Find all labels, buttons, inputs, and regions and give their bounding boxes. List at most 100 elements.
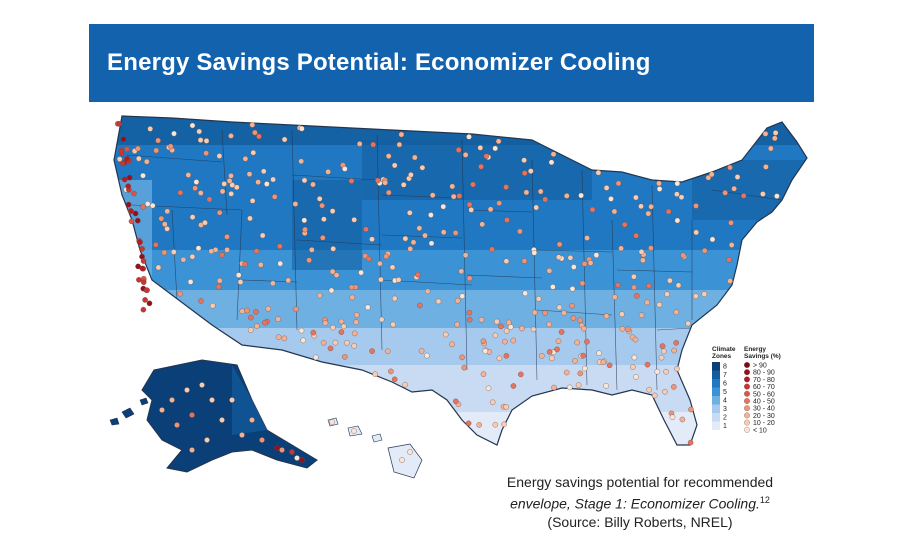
station-dot [139, 265, 146, 272]
station-dot [229, 397, 235, 403]
station-dot [618, 245, 624, 252]
station-dot [671, 347, 677, 354]
station-dot [410, 239, 417, 246]
station-dot [731, 185, 737, 192]
station-dot [693, 229, 699, 236]
station-dot [646, 283, 652, 289]
station-dot [501, 421, 507, 428]
station-dot [256, 133, 262, 140]
station-dot [155, 264, 162, 271]
station-dot [298, 327, 305, 334]
station-dot [762, 131, 769, 137]
station-dot [416, 225, 423, 231]
station-dot [365, 304, 371, 311]
station-dot [136, 155, 142, 162]
station-dot [478, 316, 485, 323]
station-dot [116, 156, 123, 162]
station-dot [763, 164, 769, 170]
station-dot [455, 147, 462, 153]
station-dot [561, 310, 567, 316]
savings-class-swatch [744, 398, 750, 404]
station-dot [570, 315, 577, 321]
station-dot [459, 293, 466, 299]
station-dot [239, 308, 246, 315]
station-dot [603, 313, 610, 319]
station-dot [389, 264, 396, 271]
climate-zone-swatch [712, 379, 720, 388]
station-dot [478, 163, 484, 170]
station-dot [329, 268, 336, 275]
station-dot [342, 354, 348, 360]
station-dot [306, 257, 312, 263]
station-dot [521, 157, 527, 163]
station-dot [632, 336, 639, 343]
station-dot [581, 261, 588, 267]
station-dot [503, 258, 510, 264]
station-dot [192, 185, 198, 191]
station-dot [136, 277, 142, 283]
station-dot [391, 376, 398, 383]
station-dot [625, 326, 631, 333]
station-dot [658, 354, 665, 361]
station-dot [480, 338, 487, 344]
station-dot [219, 417, 225, 423]
station-dot [571, 264, 577, 270]
station-dot [577, 317, 583, 324]
station-dot [656, 180, 662, 187]
station-dot [366, 256, 372, 262]
station-dot [249, 122, 256, 128]
station-dot [468, 207, 474, 213]
station-dot [351, 428, 357, 434]
station-dot [611, 208, 618, 215]
station-dot [449, 183, 456, 190]
station-dot [503, 404, 509, 410]
station-dot [504, 217, 510, 223]
station-dot [654, 368, 661, 375]
station-dot [487, 206, 494, 213]
station-dot [391, 162, 398, 169]
station-dot [633, 232, 639, 239]
station-dot [293, 306, 299, 312]
station-dot [407, 246, 413, 252]
station-dot [503, 184, 509, 190]
station-dot [146, 300, 153, 307]
station-dot [631, 284, 637, 291]
caption-line-2-text: envelope, Stage 1: Economizer Cooling. [510, 495, 760, 512]
station-dot [708, 171, 715, 178]
station-dot [596, 350, 602, 356]
station-dot [242, 156, 249, 162]
station-dot [215, 283, 222, 290]
station-dot [567, 255, 574, 261]
station-dot [353, 319, 359, 325]
station-dot [124, 146, 130, 152]
climate-zone-swatch [712, 413, 720, 422]
station-dot [244, 307, 250, 314]
station-dot [333, 272, 340, 278]
station-dot [341, 323, 347, 330]
station-dot [224, 234, 230, 240]
station-dot [492, 332, 499, 339]
station-dot [299, 457, 305, 463]
station-dot [118, 148, 125, 154]
station-dot [383, 253, 389, 260]
station-dot [687, 439, 694, 446]
station-dot [466, 275, 473, 282]
station-dot [518, 371, 524, 378]
station-dot [402, 235, 409, 242]
legend-savings-title: Energy [744, 346, 766, 353]
station-dot [338, 329, 345, 335]
savings-class-label: 10 - 20 [753, 420, 775, 427]
station-dot [494, 318, 500, 325]
station-dot [644, 299, 650, 306]
station-dot [727, 164, 733, 171]
climate-zone-label: 8 [723, 364, 727, 371]
station-dot [195, 245, 202, 251]
station-dot [675, 282, 682, 289]
station-dot [203, 138, 210, 144]
station-dot [275, 334, 282, 340]
station-dot [382, 179, 388, 186]
station-dot [169, 397, 175, 403]
station-dot [247, 215, 253, 222]
station-dot [294, 455, 300, 461]
station-dot [593, 252, 600, 258]
